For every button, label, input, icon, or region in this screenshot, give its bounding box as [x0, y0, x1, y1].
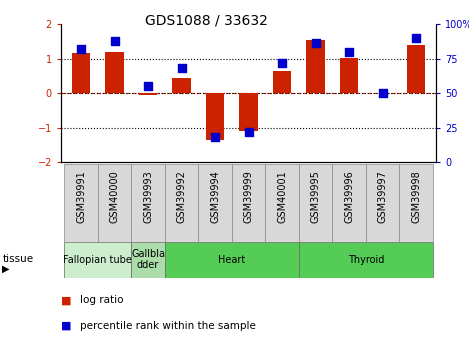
Text: GSM39994: GSM39994 [210, 170, 220, 223]
Bar [239, 93, 258, 131]
Point [144, 83, 152, 89]
Text: Fallopian tube: Fallopian tube [63, 255, 132, 265]
FancyBboxPatch shape [64, 164, 98, 242]
FancyBboxPatch shape [265, 164, 299, 242]
Bar [273, 71, 291, 93]
Bar [106, 52, 124, 93]
FancyBboxPatch shape [98, 164, 131, 242]
Text: tissue: tissue [2, 255, 33, 264]
Point [245, 129, 252, 135]
FancyBboxPatch shape [299, 164, 333, 242]
Text: GSM39998: GSM39998 [411, 170, 421, 223]
Bar [206, 93, 224, 140]
Bar [72, 53, 90, 93]
Bar [172, 78, 191, 93]
Point [178, 66, 185, 71]
Bar [340, 58, 358, 93]
Text: ■: ■ [61, 321, 71, 331]
Point [278, 60, 286, 66]
FancyBboxPatch shape [366, 164, 399, 242]
FancyBboxPatch shape [165, 241, 299, 278]
FancyBboxPatch shape [165, 164, 198, 242]
Text: GSM39991: GSM39991 [76, 170, 86, 223]
Text: GSM39993: GSM39993 [143, 170, 153, 223]
Text: Gallbla
dder: Gallbla dder [131, 249, 165, 270]
Point [379, 90, 386, 96]
Text: ■: ■ [61, 295, 71, 305]
FancyBboxPatch shape [131, 241, 165, 278]
Point [212, 135, 219, 140]
FancyBboxPatch shape [299, 241, 433, 278]
Text: GSM39997: GSM39997 [378, 170, 387, 223]
FancyBboxPatch shape [333, 164, 366, 242]
FancyBboxPatch shape [198, 164, 232, 242]
Point [312, 41, 319, 46]
Text: Heart: Heart [218, 255, 245, 265]
Text: ▶: ▶ [2, 264, 10, 273]
Text: Thyroid: Thyroid [348, 255, 384, 265]
FancyBboxPatch shape [399, 164, 433, 242]
FancyBboxPatch shape [64, 241, 131, 278]
Text: GSM39992: GSM39992 [176, 170, 187, 223]
Text: GSM39996: GSM39996 [344, 170, 354, 223]
Point [77, 46, 85, 52]
Text: percentile rank within the sample: percentile rank within the sample [80, 321, 256, 331]
Text: GSM39995: GSM39995 [310, 170, 321, 223]
Point [345, 49, 353, 55]
Text: GSM39999: GSM39999 [243, 170, 254, 223]
Bar [306, 40, 325, 93]
Text: GSM40001: GSM40001 [277, 170, 287, 223]
FancyBboxPatch shape [232, 164, 265, 242]
Bar [407, 45, 425, 93]
Text: log ratio: log ratio [80, 295, 123, 305]
FancyBboxPatch shape [131, 164, 165, 242]
Point [412, 35, 420, 41]
Text: GSM40000: GSM40000 [110, 170, 120, 223]
Text: GDS1088 / 33632: GDS1088 / 33632 [145, 14, 268, 28]
Point [111, 38, 118, 43]
Bar [139, 93, 157, 95]
